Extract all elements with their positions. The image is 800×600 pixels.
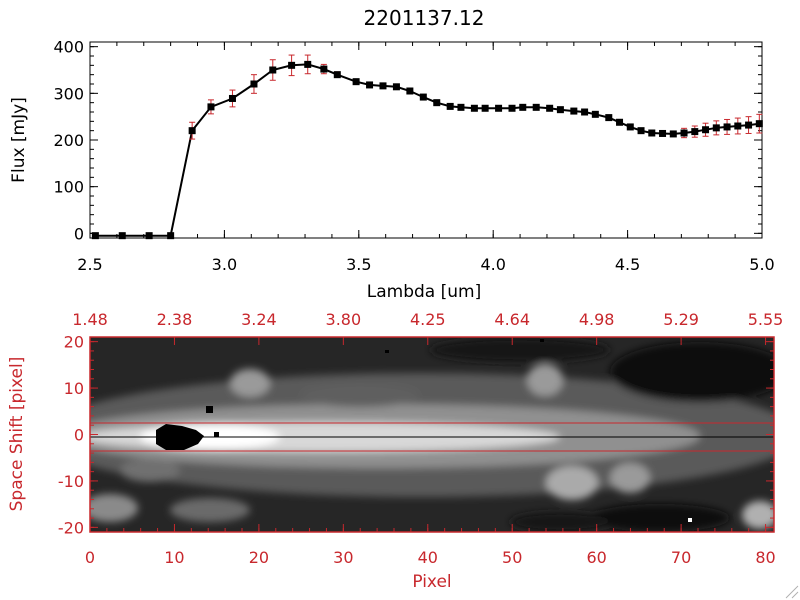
- data-point: [712, 124, 720, 132]
- image-y-tick-label: -10: [58, 472, 84, 491]
- image-top-tick-label: 2.38: [157, 310, 193, 329]
- spectrum-x-axis-label: Lambda [um]: [367, 282, 481, 302]
- data-point: [637, 127, 645, 135]
- image-x-tick-label: 80: [755, 548, 775, 567]
- image-top-tick-label: 1.48: [72, 310, 108, 329]
- data-point: [755, 120, 763, 128]
- chart-title: 2201137.12: [364, 6, 485, 30]
- image-top-tick-label: 3.80: [326, 310, 362, 329]
- image-y-axis-label: Space Shift [pixel]: [7, 357, 27, 512]
- image-y-tick-label: 20: [64, 333, 84, 352]
- data-point: [207, 103, 215, 111]
- spectrum-x-tick-label: 2.5: [77, 255, 102, 274]
- image-y-tick-label: 10: [64, 379, 84, 398]
- data-point: [269, 66, 277, 74]
- data-point: [145, 232, 153, 240]
- data-point: [691, 128, 699, 136]
- spectrum-y-axis-label: Flux [mJy]: [9, 97, 29, 183]
- data-point: [605, 114, 613, 122]
- data-point: [626, 123, 634, 131]
- spectrum-y-tick-label: 400: [53, 38, 84, 57]
- spectrum-x-tick-label: 3.0: [212, 255, 237, 274]
- data-point: [680, 129, 688, 137]
- image-x-tick-label: 70: [671, 548, 691, 567]
- data-point: [519, 103, 527, 111]
- spectrum-x-tick-label: 3.5: [346, 255, 371, 274]
- data-point: [419, 93, 427, 101]
- image-x-axis-label: Pixel: [412, 572, 451, 592]
- image-top-tick-label: 5.55: [748, 310, 784, 329]
- resize-grip-icon: [785, 585, 799, 599]
- spectrum-x-tick-label: 4.5: [615, 255, 640, 274]
- data-point: [167, 232, 175, 240]
- data-point: [648, 129, 656, 137]
- image-x-tick-label: 0: [85, 548, 95, 567]
- image-top-tick-label: 4.98: [579, 310, 615, 329]
- data-point: [352, 78, 360, 86]
- data-point: [457, 103, 465, 111]
- image-y-tick-label: -20: [58, 518, 84, 537]
- spectrum-y-tick-label: 100: [53, 178, 84, 197]
- data-point: [433, 99, 441, 107]
- image-top-tick-label: 4.25: [410, 310, 446, 329]
- data-point: [570, 107, 578, 115]
- data-point: [745, 121, 753, 129]
- data-point: [591, 110, 599, 118]
- spectrum-y-tick-label: 300: [53, 84, 84, 103]
- data-point: [723, 123, 731, 131]
- data-point: [320, 65, 328, 73]
- data-point: [91, 232, 99, 240]
- spectrum-x-tick-label: 5.0: [749, 255, 774, 274]
- data-point: [734, 122, 742, 130]
- image-top-tick-label: 3.24: [241, 310, 277, 329]
- data-point: [470, 104, 478, 112]
- spectral-image-plot: 0 10 20 30 40 50 60 70 80 -20 -10 0 10 20 1.48 2.38 3.…: [58, 310, 784, 567]
- data-point: [669, 130, 677, 138]
- data-point: [188, 127, 196, 135]
- data-point: [481, 104, 489, 112]
- data-point: [392, 83, 400, 91]
- image-top-tick-label: 4.64: [494, 310, 530, 329]
- data-point: [118, 232, 126, 240]
- image-x-tick-label: 50: [502, 548, 522, 567]
- data-point: [288, 61, 296, 69]
- image-x-tick-label: 10: [164, 548, 184, 567]
- spectrum-y-tick-label: 0: [74, 224, 84, 243]
- data-point: [304, 60, 312, 68]
- data-point: [333, 71, 341, 79]
- spectral-image: [90, 337, 774, 532]
- data-point: [532, 103, 540, 111]
- image-x-tick-label: 60: [586, 548, 606, 567]
- image-x-tick-label: 20: [249, 548, 269, 567]
- image-top-tick-label: 5.29: [663, 310, 699, 329]
- data-point: [366, 81, 374, 89]
- image-x-tick-label: 30: [333, 548, 353, 567]
- data-point: [250, 80, 258, 88]
- spectrum-y-tick-label: 200: [53, 131, 84, 150]
- image-x-tick-label: 40: [418, 548, 438, 567]
- data-point: [446, 102, 454, 110]
- data-point: [581, 108, 589, 116]
- image-y-tick-label: 0: [74, 426, 84, 445]
- data-point: [228, 94, 236, 102]
- data-point: [508, 104, 516, 112]
- data-point: [616, 118, 624, 126]
- spectrum-plot: 2.5 3.0 3.5 4.0 4.5 5.0 0 100 200 300 400: [53, 38, 774, 274]
- data-point: [556, 106, 564, 114]
- data-point: [702, 126, 710, 134]
- data-point: [495, 104, 503, 112]
- data-point: [659, 129, 667, 137]
- data-point: [406, 87, 414, 95]
- spectrum-x-tick-label: 4.0: [480, 255, 505, 274]
- data-point: [379, 82, 387, 90]
- data-point: [546, 104, 554, 112]
